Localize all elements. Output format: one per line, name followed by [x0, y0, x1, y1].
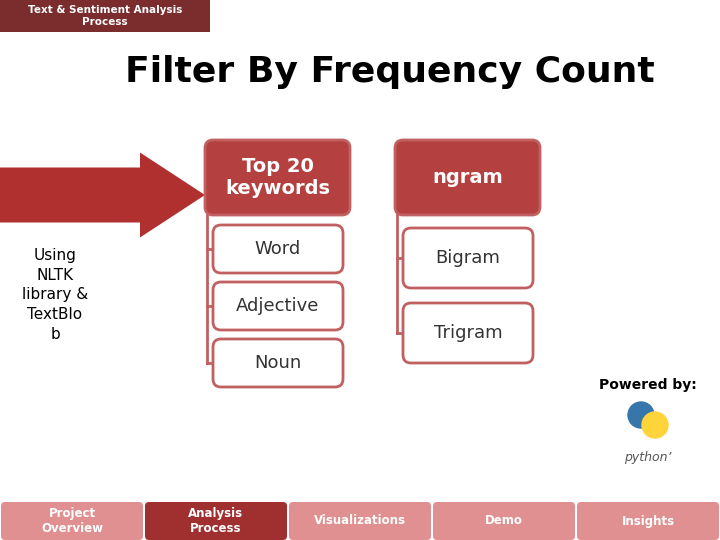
Text: Powered by:: Powered by: [599, 378, 697, 392]
Text: Using
NLTK
library &
TextBlo
b: Using NLTK library & TextBlo b [22, 248, 88, 342]
FancyBboxPatch shape [403, 303, 533, 363]
FancyBboxPatch shape [213, 282, 343, 330]
Text: Filter By Frequency Count: Filter By Frequency Count [125, 55, 655, 89]
FancyBboxPatch shape [1, 502, 143, 540]
FancyBboxPatch shape [145, 502, 287, 540]
Polygon shape [0, 152, 205, 238]
FancyBboxPatch shape [0, 0, 210, 32]
Text: ngram: ngram [432, 168, 503, 187]
Text: Bigram: Bigram [436, 249, 500, 267]
FancyBboxPatch shape [289, 502, 431, 540]
Text: Top 20
keywords: Top 20 keywords [225, 157, 330, 198]
Text: Project
Overview: Project Overview [41, 507, 103, 535]
Text: Insights: Insights [621, 515, 675, 528]
Text: Visualizations: Visualizations [314, 515, 406, 528]
FancyBboxPatch shape [395, 140, 540, 215]
FancyBboxPatch shape [433, 502, 575, 540]
Text: Analysis
Process: Analysis Process [189, 507, 243, 535]
Circle shape [628, 402, 654, 428]
FancyBboxPatch shape [577, 502, 719, 540]
Text: Text & Sentiment Analysis
Process: Text & Sentiment Analysis Process [28, 5, 182, 27]
Circle shape [642, 412, 668, 438]
Text: Trigram: Trigram [433, 324, 503, 342]
Text: python’: python’ [624, 451, 672, 464]
FancyBboxPatch shape [403, 228, 533, 288]
Text: Adjective: Adjective [236, 297, 320, 315]
FancyBboxPatch shape [213, 339, 343, 387]
FancyBboxPatch shape [205, 140, 350, 215]
FancyBboxPatch shape [213, 225, 343, 273]
Text: Demo: Demo [485, 515, 523, 528]
Text: Word: Word [255, 240, 301, 258]
Text: Noun: Noun [254, 354, 302, 372]
